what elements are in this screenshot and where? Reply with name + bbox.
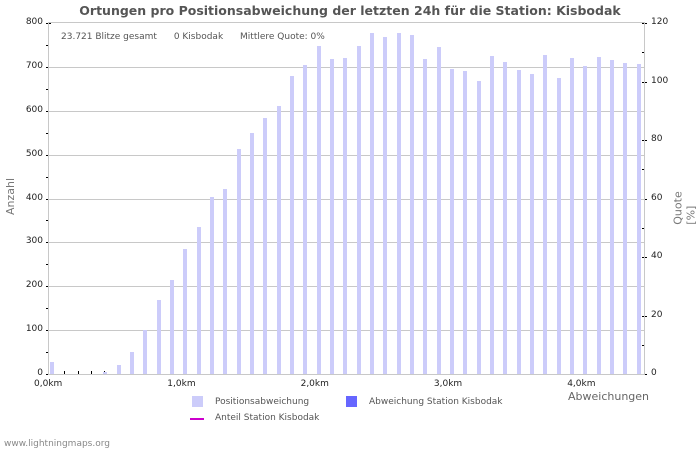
- chart-title: Ortungen pro Positionsabweichung der let…: [79, 3, 621, 18]
- bar-positionsabweichung: [489, 55, 494, 374]
- x-tick-label: 3,0km: [433, 379, 463, 389]
- y-tick-label: 400: [25, 192, 43, 203]
- bar-positionsabweichung: [369, 33, 374, 374]
- bar-positionsabweichung: [383, 37, 388, 374]
- stats-summary: 23.721 Blitze gesamt 0 Kisbodak Mittlere…: [61, 32, 339, 42]
- y-tick-label: 500: [25, 148, 43, 159]
- bar-positionsabweichung: [223, 188, 228, 374]
- plot-area: 23.721 Blitze gesamt 0 Kisbodak Mittlere…: [48, 22, 645, 375]
- x-tick-label: 0,0km: [34, 379, 63, 389]
- bar-positionsabweichung: [169, 279, 174, 374]
- bar-positionsabweichung: [556, 77, 561, 374]
- y-tick-label-right: 40: [651, 251, 663, 261]
- y-tick: [46, 308, 49, 310]
- legend-label-anteil-station: Anteil Station Kisbodak: [215, 413, 320, 423]
- x-tick: [64, 371, 66, 374]
- bar-positionsabweichung: [316, 45, 321, 374]
- bar-positionsabweichung: [516, 69, 521, 374]
- x-tick-label: 4,0km: [567, 379, 596, 389]
- bar-positionsabweichung: [276, 105, 281, 374]
- bar-positionsabweichung: [636, 63, 641, 374]
- y-tick: [46, 220, 49, 222]
- y-tick-label: 300: [25, 236, 43, 247]
- bar-positionsabweichung: [409, 35, 414, 374]
- y-tick: [46, 132, 49, 134]
- y-tick: [46, 88, 49, 90]
- y-tick-label-right: 20: [651, 309, 663, 320]
- bar-positionsabweichung: [249, 133, 254, 374]
- y-tick-label-right: 80: [651, 134, 663, 144]
- bar-positionsabweichung: [263, 118, 268, 374]
- stats-station: 0 Kisbodak: [173, 32, 224, 42]
- y-tick-right: [642, 344, 645, 346]
- legend-label-positionsabweichung: Positionsabweichung: [215, 397, 310, 407]
- x-tick: [90, 371, 92, 374]
- y-tick-label: 100: [25, 324, 43, 335]
- bar-positionsabweichung: [449, 69, 454, 374]
- bar-positionsabweichung: [423, 58, 428, 374]
- bar-positionsabweichung: [209, 196, 214, 374]
- bar-positionsabweichung: [529, 73, 534, 374]
- x-tick: [77, 371, 79, 374]
- y-tick: [46, 352, 49, 354]
- legend-swatch-positionsabweichung: [192, 396, 203, 407]
- bar-positionsabweichung: [476, 80, 481, 374]
- bar-positionsabweichung: [569, 58, 574, 374]
- footer-link[interactable]: www.lightningmaps.org: [4, 439, 110, 449]
- bar-positionsabweichung: [236, 149, 241, 374]
- bar-positionsabweichung: [289, 75, 294, 374]
- x-tick-label: 1,0km: [167, 379, 196, 389]
- bar-positionsabweichung: [609, 59, 614, 374]
- bar-positionsabweichung: [329, 58, 334, 374]
- bar-positionsabweichung: [396, 33, 401, 374]
- bar-positionsabweichung: [343, 58, 348, 374]
- bar-positionsabweichung: [50, 362, 54, 374]
- bar-positionsabweichung: [183, 248, 188, 374]
- bar-positionsabweichung: [543, 55, 548, 374]
- y-tick: [46, 44, 49, 46]
- x-tick-label: 2,0km: [300, 379, 329, 389]
- bar-positionsabweichung: [156, 300, 161, 374]
- y-tick-label: 0: [37, 368, 43, 378]
- bar-positionsabweichung: [303, 64, 308, 374]
- bar-positionsabweichung: [436, 47, 441, 374]
- y-tick-label-right: 0: [651, 368, 657, 378]
- bar-positionsabweichung: [623, 62, 628, 374]
- legend-line-anteil-station: [190, 418, 204, 420]
- y-tick: [46, 264, 49, 266]
- bar-positionsabweichung: [143, 330, 148, 374]
- y-tick-label: 600: [25, 104, 43, 115]
- y-tick-label: 200: [25, 280, 43, 291]
- legend-swatch-abweichung-station: [346, 396, 357, 407]
- legend-label-abweichung-station: Abweichung Station Kisbodak: [369, 397, 503, 407]
- y-tick: [46, 176, 49, 178]
- y-tick-right: [642, 227, 645, 229]
- y-tick-right: [642, 169, 645, 171]
- bar-positionsabweichung: [129, 352, 134, 374]
- y-tick-right: [642, 52, 645, 54]
- stats-quote: Mittlere Quote: 0%: [240, 32, 325, 42]
- bar-positionsabweichung: [356, 45, 361, 374]
- bar-positionsabweichung: [463, 70, 468, 374]
- y-tick-label-right: 100: [651, 75, 669, 86]
- y-tick-label: 700: [25, 60, 43, 71]
- bar-positionsabweichung: [103, 371, 108, 374]
- y-tick-label-right: 120: [651, 17, 669, 27]
- y-tick-label: 800: [25, 17, 43, 27]
- bar-positionsabweichung: [596, 57, 601, 374]
- stats-total: 23.721 Blitze gesamt: [61, 32, 157, 42]
- bar-positionsabweichung: [116, 365, 121, 374]
- y-tick-label-right: 60: [651, 192, 663, 203]
- bar-positionsabweichung: [196, 226, 201, 374]
- bar-positionsabweichung: [583, 66, 588, 374]
- x-axis-title: Abweichungen: [568, 390, 650, 403]
- bar-positionsabweichung: [503, 62, 508, 374]
